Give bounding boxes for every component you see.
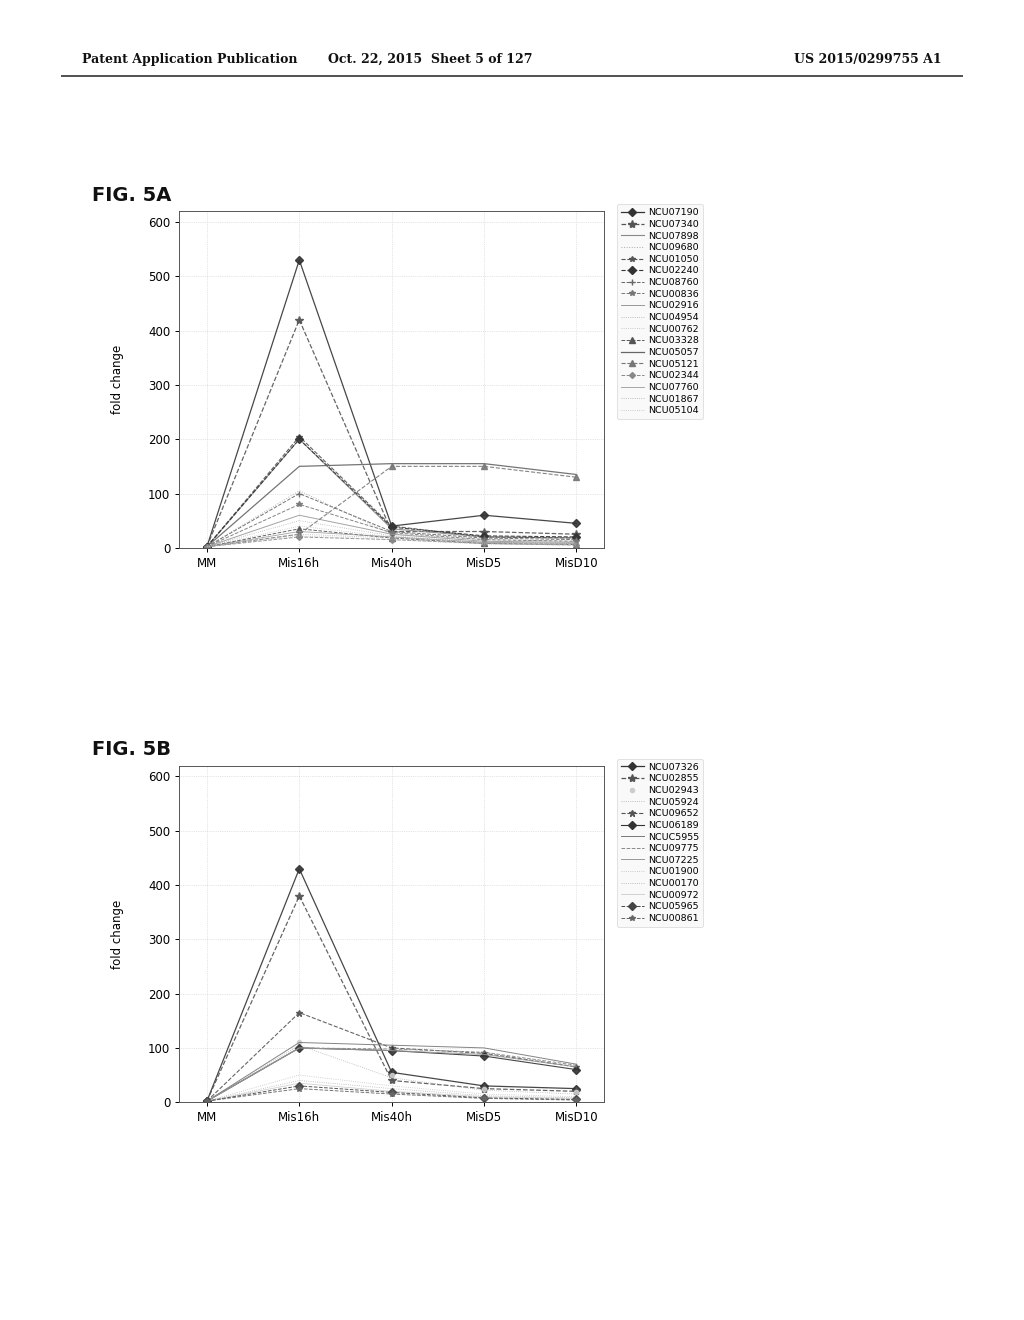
Legend: NCU07326, NCU02855, NCU02943, NCU05924, NCU09652, NCU06189, NCUC5955, NCU09775, : NCU07326, NCU02855, NCU02943, NCU05924, … bbox=[616, 759, 703, 927]
Text: US 2015/0299755 A1: US 2015/0299755 A1 bbox=[795, 53, 942, 66]
Text: Oct. 22, 2015  Sheet 5 of 127: Oct. 22, 2015 Sheet 5 of 127 bbox=[328, 53, 532, 66]
Text: FIG. 5A: FIG. 5A bbox=[92, 186, 172, 205]
Legend: NCU07190, NCU07340, NCU07898, NCU09680, NCU01050, NCU02240, NCU08760, NCU00836, : NCU07190, NCU07340, NCU07898, NCU09680, … bbox=[616, 205, 702, 418]
Y-axis label: fold change: fold change bbox=[111, 345, 124, 414]
Text: Patent Application Publication: Patent Application Publication bbox=[82, 53, 297, 66]
Y-axis label: fold change: fold change bbox=[111, 899, 124, 969]
Text: FIG. 5B: FIG. 5B bbox=[92, 741, 171, 759]
